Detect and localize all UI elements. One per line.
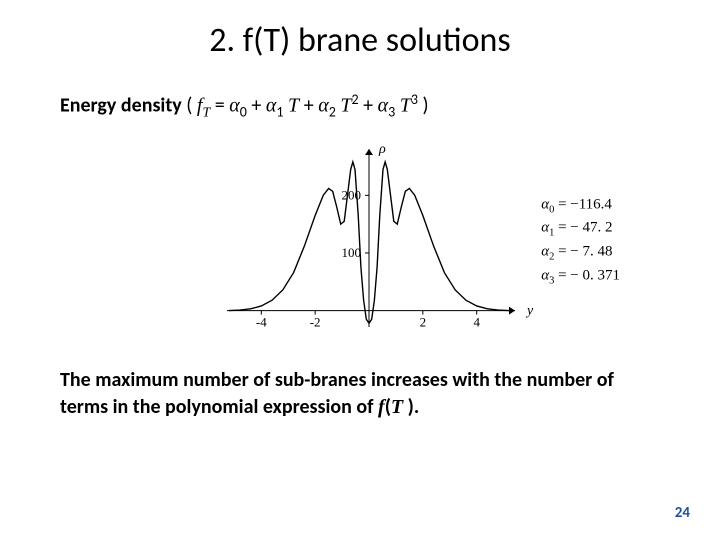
eq-p2: 2: [351, 91, 358, 108]
chart-container: -4 -2 2 4 100 200 y ρ α0 = −116.4 α1 = − 47. 2 …: [50, 137, 670, 347]
eq-lhs-sub: T: [202, 106, 210, 121]
eq-plus3: +: [363, 94, 377, 118]
param-a2: α2 = − 7. 48: [541, 242, 620, 266]
eq-s0: 0: [240, 104, 247, 121]
svg-text:-2: -2: [309, 314, 320, 329]
svg-text:100: 100: [341, 245, 361, 260]
eq-a1: α: [266, 95, 277, 117]
param-a0: α0 = −116.4: [541, 194, 620, 218]
eq-equals: =: [215, 94, 229, 118]
eq-p3: 3: [411, 91, 418, 108]
parameter-list: α0 = −116.4 α1 = − 47. 2 α2 = − 7. 48 α3…: [541, 194, 620, 289]
conclusion-period: .: [414, 395, 419, 419]
energy-density-chart: -4 -2 2 4 100 200 y ρ: [184, 137, 537, 347]
eq-t3: T: [400, 95, 411, 117]
svg-text:y: y: [525, 303, 534, 318]
svg-text:4: 4: [473, 314, 480, 329]
energy-label1: Energy: [60, 94, 116, 118]
svg-text:200: 200: [341, 187, 361, 202]
paren-close: ): [422, 94, 428, 118]
svg-text:2: 2: [419, 314, 426, 329]
eq-a2: α: [318, 95, 329, 117]
conclusion-f: f: [378, 396, 385, 418]
conclusion-main: The maximum number of sub-branes increas…: [60, 368, 614, 419]
eq-s1: 1: [276, 104, 283, 121]
svg-text:ρ: ρ: [378, 142, 386, 157]
svg-text:-4: -4: [255, 314, 266, 329]
param-a1: α1 = − 47. 2: [541, 218, 620, 242]
eq-a3: α: [378, 95, 389, 117]
eq-plus2: +: [304, 94, 318, 118]
page-number: 24: [675, 504, 690, 522]
eq-t2: T: [340, 95, 351, 117]
paren-open: (: [186, 94, 192, 118]
eq-t1: T: [288, 95, 299, 117]
conclusion-T: T: [391, 396, 403, 418]
param-a3: α3 = − 0. 371: [541, 265, 620, 289]
energy-label2: density: [121, 94, 182, 118]
eq-a0: α: [229, 95, 240, 117]
eq-s2: 2: [329, 104, 336, 121]
page-title: 2. f(T) brane solutions: [50, 20, 670, 61]
conclusion-close: ): [403, 395, 414, 419]
eq-plus1: +: [251, 94, 265, 118]
energy-density-line: Energy density ( fT = α0 + α1 T + α2 T2 …: [50, 91, 670, 122]
eq-s3: 3: [388, 104, 395, 121]
conclusion-text: The maximum number of sub-branes increas…: [50, 367, 670, 421]
